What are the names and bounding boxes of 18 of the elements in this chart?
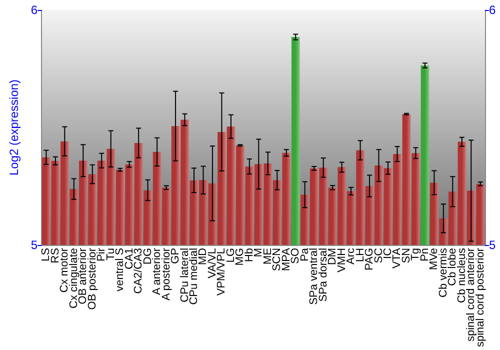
x-tick-label: Hb xyxy=(243,248,256,262)
y2-tick-label: 6 xyxy=(489,3,496,17)
x-tick-label: DG xyxy=(142,248,154,264)
x-tick-label: SCN xyxy=(271,248,284,272)
y2-tick-label: 5 xyxy=(489,238,496,252)
x-tick-label: LG xyxy=(224,248,237,263)
x-tick-label: CPu medial xyxy=(188,248,200,305)
y-axis-title: Log2 (expression) xyxy=(7,79,21,176)
x-tick-label: Arc xyxy=(345,247,358,264)
x-tick-label: MVe xyxy=(428,248,440,270)
x-tick-label: RS xyxy=(49,248,62,264)
x-tick-label: SN xyxy=(400,248,412,264)
x-tick-label: Tg xyxy=(410,248,422,261)
x-tick-label: SPa dorsal xyxy=(317,248,330,302)
x-tick-label: Pir xyxy=(96,248,108,262)
x-tick-label: IC xyxy=(382,248,394,259)
x-tick-label: GP xyxy=(170,248,182,264)
x-tick-label: M xyxy=(252,248,265,258)
